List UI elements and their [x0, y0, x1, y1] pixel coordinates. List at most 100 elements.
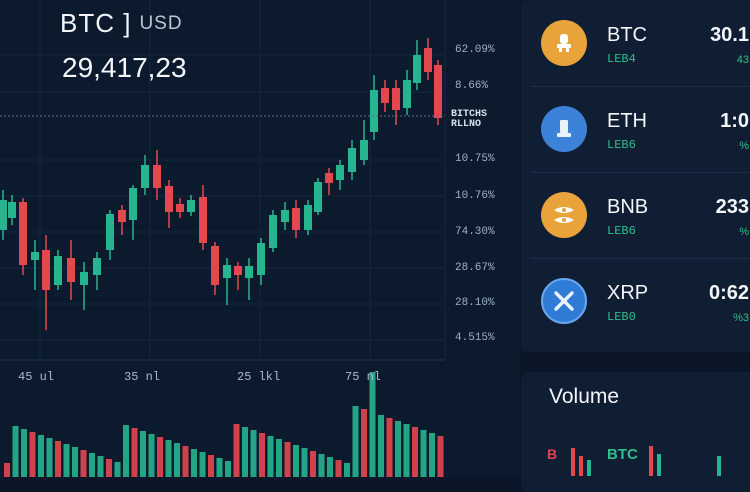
volume-bar — [378, 415, 384, 477]
candle-body — [19, 202, 27, 265]
candle-body — [234, 266, 242, 275]
coin-value: 1:0 — [720, 110, 749, 132]
candle-body — [80, 272, 88, 285]
crosshair-label-line: BITCHS — [451, 109, 488, 120]
volume-mini-bar — [571, 448, 575, 476]
coin-symbol: BTC — [607, 24, 647, 46]
coin-subtitle: LEB6 — [607, 224, 636, 238]
volume-mini-bar — [717, 456, 721, 476]
bnb-coin-icon — [541, 192, 587, 238]
volume-bar — [208, 455, 214, 477]
candle-body — [8, 202, 16, 218]
watchlist-row-xrp[interactable]: XRP LEB0 0:62 %3 — [521, 258, 750, 344]
pair-title: BTC ] USD — [60, 8, 183, 39]
volume-bar — [233, 424, 240, 477]
y-axis-label: 4.515% — [455, 332, 495, 344]
coin-change: % — [739, 140, 749, 152]
crosshair-price-label: BITCHS RLLNO — [451, 110, 487, 130]
volume-bar — [140, 431, 146, 477]
x-axis-label: 35 nl — [124, 370, 161, 384]
volume-bar — [55, 441, 61, 477]
x-axis-label: 75 nl — [345, 370, 382, 384]
coin-change: % — [739, 226, 749, 238]
watchlist-row-bnb[interactable]: BNB LEB6 233 % — [521, 172, 750, 258]
candle-body — [413, 55, 421, 83]
coin-change: %3 — [733, 312, 749, 324]
volume-mini-bar — [649, 446, 653, 476]
coin-subtitle: LEB0 — [607, 310, 636, 324]
volume-bar — [395, 421, 401, 477]
pair-symbol: BTC ] — [60, 8, 132, 38]
coin-symbol: XRP — [607, 282, 649, 304]
volume-bar — [301, 448, 308, 477]
watchlist-row-btc[interactable]: BTC LEB4 30.1 43 — [521, 0, 750, 86]
volume-bar — [437, 436, 444, 477]
volume-bar — [174, 443, 180, 477]
coin-symbol: BNB — [607, 196, 649, 218]
y-axis-label: 10.75% — [455, 153, 495, 165]
volume-bar — [361, 409, 367, 477]
volume-bar — [123, 425, 129, 477]
candle-body — [223, 265, 231, 278]
volume-bar — [276, 439, 282, 477]
volume-bar — [80, 450, 87, 477]
candle-body — [176, 204, 184, 212]
row-divider — [531, 172, 750, 173]
candle-body — [392, 88, 400, 110]
price-chart[interactable]: BTC ] USD 29,417,23 62.09% 8.66% 10.75% 1… — [0, 0, 520, 477]
coin-symbol: ETH — [607, 110, 647, 132]
candle-body — [336, 165, 344, 180]
x-axis-label: 45 ul — [18, 370, 55, 384]
candle-body — [370, 90, 378, 132]
volume-bar — [89, 453, 95, 477]
candle-body — [141, 165, 149, 188]
candle-body — [106, 214, 114, 250]
volume-bar — [327, 457, 333, 477]
candle-body — [187, 200, 195, 212]
volume-bar — [131, 428, 138, 477]
volume-bar — [284, 442, 291, 477]
volume-b-label: B — [547, 446, 558, 462]
watchlist-row-eth[interactable]: ETH LEB6 1:0 % — [521, 86, 750, 172]
row-divider — [531, 258, 750, 259]
volume-bar — [403, 424, 410, 477]
volume-bar — [29, 432, 36, 477]
volume-bar — [63, 444, 70, 477]
volume-bar — [97, 456, 104, 477]
xrp-coin-icon — [541, 278, 587, 324]
volume-bar — [386, 418, 393, 477]
candle-body — [54, 256, 62, 285]
y-axis-label: 74.30% — [455, 226, 495, 238]
eth-coin-icon — [541, 106, 587, 152]
y-axis-label: 62.09% — [455, 44, 495, 56]
candle-body — [0, 200, 7, 230]
quote-currency: USD — [139, 13, 183, 34]
candle-body — [360, 140, 368, 160]
candle-body — [42, 250, 50, 290]
volume-mini-chart — [571, 446, 721, 476]
volume-bar — [72, 447, 78, 477]
volume-bar — [250, 430, 257, 477]
candle-body — [118, 210, 126, 222]
coin-value: 0:62 — [708, 282, 749, 304]
volume-bar — [4, 463, 10, 477]
candle-body — [257, 243, 265, 275]
volume-bar — [12, 426, 19, 477]
volume-bar — [318, 454, 325, 477]
coin-change: 43 — [736, 54, 749, 66]
volume-panel: Volume B BTC — [521, 372, 750, 492]
candle-body — [314, 182, 322, 212]
y-axis-label: 8.66% — [455, 80, 489, 92]
candle-body — [199, 197, 207, 243]
volume-title: Volume — [549, 385, 620, 408]
candle-body — [153, 165, 161, 188]
volume-bar — [242, 427, 248, 477]
watchlist-panel: BTC LEB4 30.1 43 ETH LEB6 1:0 % BNB LEB6… — [521, 0, 750, 352]
crosshair-label-line: RLLNO — [451, 119, 482, 130]
current-price: 29,417,23 — [62, 52, 187, 83]
volume-bar — [344, 463, 350, 477]
x-axis-label: 25 lkl — [237, 370, 281, 384]
volume-mini-bar — [579, 456, 583, 476]
volume-bar — [369, 372, 376, 477]
candlestick-chart — [0, 0, 446, 477]
